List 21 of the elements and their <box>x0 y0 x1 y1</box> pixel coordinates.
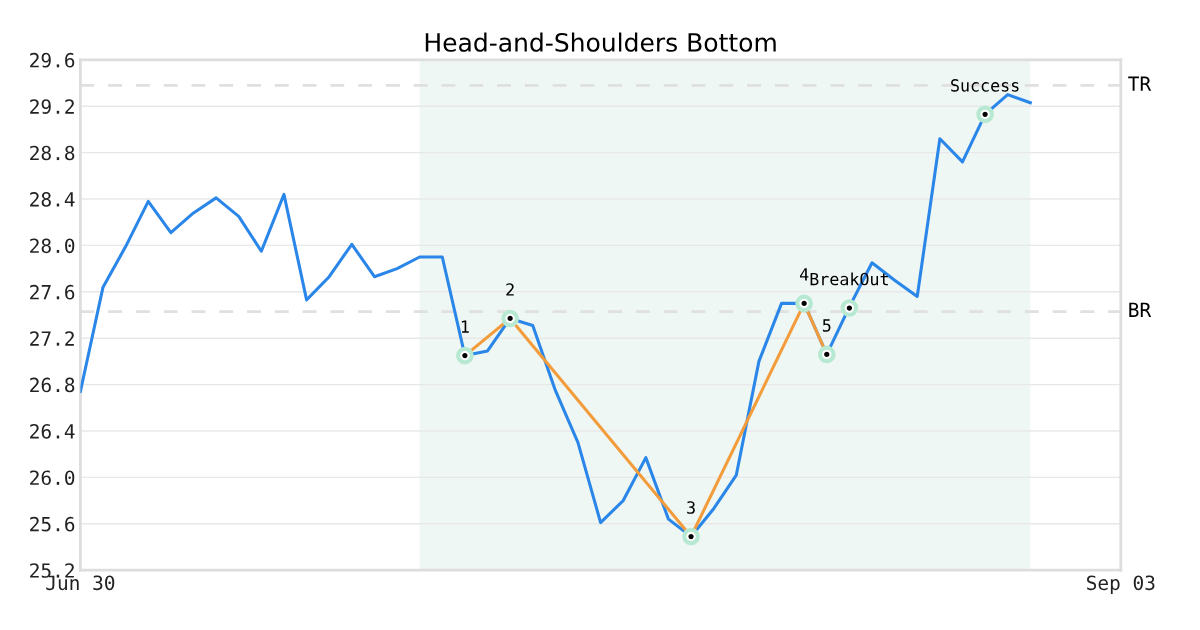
ref-line-label: TR <box>1128 76 1152 91</box>
annotation: 2 <box>506 283 514 296</box>
y-tick-label: 26.4 <box>30 423 75 439</box>
y-tick-label: 29.6 <box>30 52 75 68</box>
annotation: Success <box>951 79 1019 92</box>
chart-title: Head-and-Shoulders Bottom <box>425 32 776 52</box>
x-tick-label: Sep 03 <box>1087 575 1155 594</box>
y-tick-label: 27.6 <box>30 284 75 300</box>
y-tick-label: 25.6 <box>30 516 75 532</box>
annotation: 4 <box>799 268 809 281</box>
y-tick-label: 29.2 <box>30 99 74 114</box>
y-tick-label: 28.4 <box>30 192 75 207</box>
y-tick-label: 27.2 <box>30 331 74 346</box>
annotation: 1 <box>461 320 469 333</box>
ref-line-label: BR <box>1129 302 1152 317</box>
annotation: 3 <box>687 501 695 514</box>
annotation: 5 <box>822 319 831 332</box>
y-tick-label: 28.8 <box>30 145 75 161</box>
y-tick-label: 26.8 <box>30 377 75 393</box>
y-tick-label: 26.0 <box>30 470 75 486</box>
y-tick-label: 28.0 <box>30 238 75 254</box>
